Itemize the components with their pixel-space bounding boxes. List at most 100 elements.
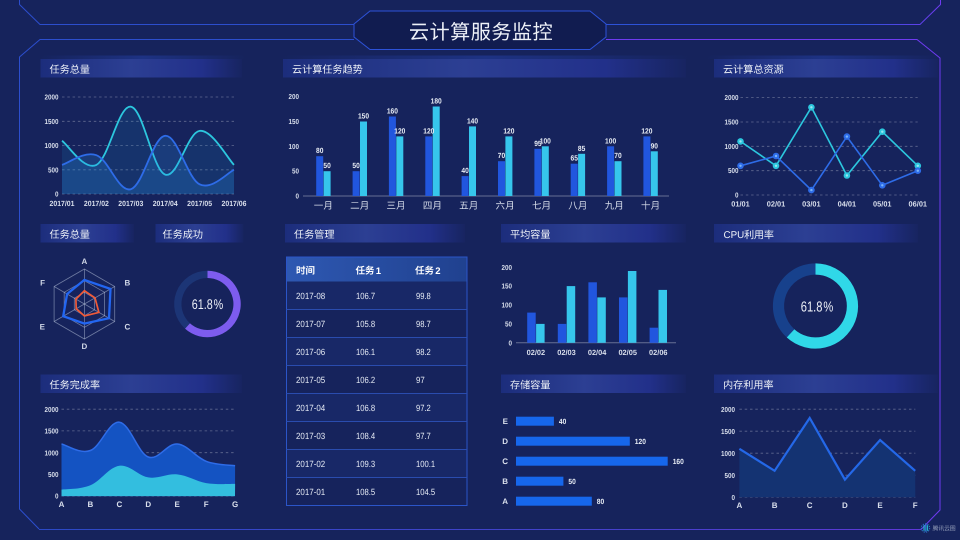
svg-text:85: 85 [578,144,585,153]
svg-text:0: 0 [509,338,513,347]
svg-text:2017-03: 2017-03 [296,431,325,441]
svg-text:2000: 2000 [725,93,739,102]
svg-text:F: F [204,500,209,509]
svg-text:500: 500 [725,471,736,480]
svg-text:A: A [82,257,88,266]
svg-text:109.3: 109.3 [356,459,375,469]
svg-text:2000: 2000 [45,93,59,102]
svg-text:120: 120 [394,126,405,135]
svg-text:80: 80 [316,146,323,155]
svg-text:1000: 1000 [45,448,59,457]
svg-text:2017/02: 2017/02 [84,199,109,208]
svg-text:200: 200 [289,92,300,101]
svg-text:02/04: 02/04 [588,348,607,357]
svg-text:106.8: 106.8 [356,403,375,413]
svg-text:2017/01: 2017/01 [50,199,75,208]
svg-text:02/01: 02/01 [767,200,786,209]
svg-text:104.5: 104.5 [416,487,435,497]
svg-text:100: 100 [540,136,551,145]
svg-text:2017-07: 2017-07 [296,319,325,329]
svg-text:106.2: 106.2 [356,375,375,385]
svg-text:50: 50 [323,161,330,170]
svg-text:100: 100 [289,142,300,151]
svg-text:2017/03: 2017/03 [118,199,143,208]
svg-text:G: G [232,500,238,509]
svg-text:97.7: 97.7 [416,431,431,441]
svg-text:1500: 1500 [45,427,59,436]
svg-text:C: C [807,501,813,510]
svg-text:120: 120 [635,437,646,446]
svg-text:61.8 %: 61.8 % [192,296,224,312]
svg-text:105.8: 105.8 [356,319,375,329]
svg-text:02/05: 02/05 [618,348,637,357]
svg-text:99.8: 99.8 [416,291,431,301]
svg-text:05/01: 05/01 [873,200,892,209]
svg-text:C: C [117,500,123,509]
svg-text:2017-01: 2017-01 [296,487,325,497]
svg-text:90: 90 [651,141,658,150]
svg-text:2017/06: 2017/06 [222,199,247,208]
svg-text:100: 100 [502,301,513,310]
svg-text:120: 120 [423,126,434,135]
svg-text:2017/05: 2017/05 [187,199,212,208]
svg-text:70: 70 [614,151,621,160]
svg-text:E: E [503,417,509,426]
svg-text:2017-08: 2017-08 [296,291,325,301]
svg-text:02/02: 02/02 [527,348,546,357]
svg-text:0: 0 [735,191,739,200]
svg-text:E: E [877,501,883,510]
svg-text:1500: 1500 [721,427,735,436]
svg-text:2: 2 [435,266,440,277]
svg-text:0: 0 [55,190,59,199]
svg-text:0: 0 [732,493,736,502]
svg-text:C: C [502,457,508,466]
svg-text:120: 120 [641,126,652,135]
svg-text:A: A [59,500,65,509]
svg-text:106.7: 106.7 [356,291,375,301]
svg-text:01/01: 01/01 [731,200,750,209]
svg-text:95: 95 [534,139,541,148]
svg-text:160: 160 [387,107,398,116]
svg-text:1500: 1500 [725,118,739,127]
svg-text:CPU: CPU [724,230,745,241]
svg-text:180: 180 [431,97,442,106]
svg-text:1000: 1000 [45,141,59,150]
svg-text:02/03: 02/03 [557,348,576,357]
svg-text:2000: 2000 [45,405,59,414]
svg-text:1000: 1000 [725,142,739,151]
svg-text:2017-04: 2017-04 [296,403,325,413]
svg-text:2017-05: 2017-05 [296,375,325,385]
svg-text:D: D [842,501,848,510]
svg-text:A: A [502,497,508,506]
svg-text:06/01: 06/01 [909,200,928,209]
svg-text:B: B [88,500,94,509]
svg-text:1: 1 [376,266,382,277]
svg-text:D: D [502,437,508,446]
svg-text:98.7: 98.7 [416,319,431,329]
svg-text:2017-02: 2017-02 [296,459,325,469]
svg-text:40: 40 [559,417,566,426]
svg-text:50: 50 [568,477,575,486]
svg-text:80: 80 [597,497,604,506]
svg-text:02/06: 02/06 [649,348,668,357]
svg-text:65: 65 [571,154,578,163]
svg-text:03/01: 03/01 [802,200,821,209]
svg-text:100: 100 [605,136,616,145]
svg-text:98.2: 98.2 [416,347,431,357]
svg-text:B: B [772,501,778,510]
svg-text:E: E [175,500,181,509]
svg-text:140: 140 [467,116,478,125]
svg-text:500: 500 [48,165,59,174]
svg-text:50: 50 [292,167,299,176]
svg-text:1000: 1000 [721,449,735,458]
svg-text:2017-06: 2017-06 [296,347,325,357]
svg-text:A: A [737,501,743,510]
svg-text:50: 50 [505,320,512,329]
svg-text:100.1: 100.1 [416,459,435,469]
svg-text:0: 0 [55,492,59,501]
svg-text:D: D [145,500,151,509]
svg-text:70: 70 [498,151,505,160]
svg-text:108.5: 108.5 [356,487,375,497]
svg-text:120: 120 [503,126,514,135]
svg-text:500: 500 [48,470,59,479]
